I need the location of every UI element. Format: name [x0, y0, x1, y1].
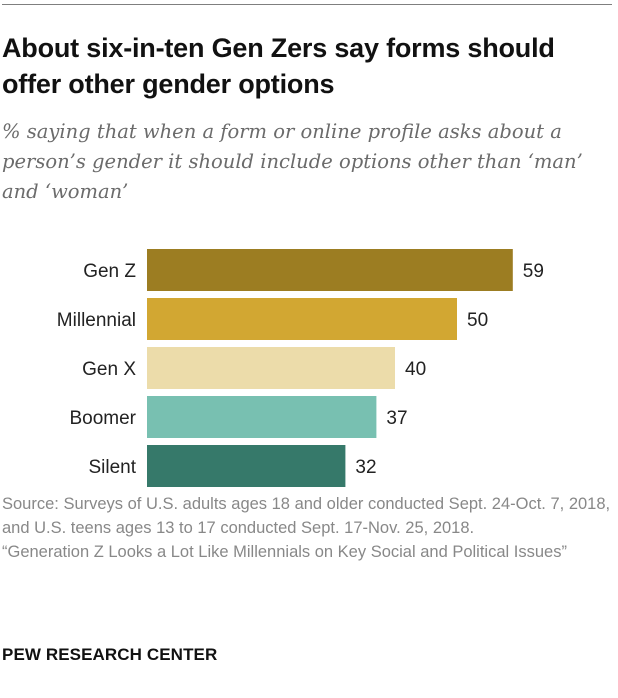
source-text: Source: Surveys of U.S. adults ages 18 a…	[2, 495, 611, 537]
category-label-gen-z: Gen Z	[83, 261, 136, 282]
bar-chart: Gen Z 59 Millennial 50 Gen X 40 Boomer 37 Silent…	[0, 238, 618, 488]
category-label-millennial: Millennial	[57, 310, 136, 331]
top-rule	[2, 4, 612, 5]
bar-gen-z	[147, 249, 513, 291]
source-note: Source: Surveys of U.S. adults ages 18 a…	[2, 492, 614, 564]
bar-millennial	[147, 298, 457, 340]
value-label-boomer: 37	[386, 408, 407, 429]
pew-logo: PEW RESEARCH CENTER	[2, 645, 218, 664]
value-label-millennial: 50	[467, 310, 488, 331]
value-label-silent: 32	[355, 457, 376, 478]
value-label-gen-z: 59	[523, 261, 544, 282]
bar-boomer	[147, 396, 377, 438]
bar-chart-svg: Gen Z 59 Millennial 50 Gen X 40 Boomer 37 Silent…	[57, 249, 544, 487]
chart-subtitle: % saying that when a form or online prof…	[2, 120, 583, 203]
value-label-gen-x: 40	[405, 359, 426, 380]
category-label-boomer: Boomer	[69, 408, 136, 429]
bar-gen-x	[147, 347, 395, 389]
report-title: “Generation Z Looks a Lot Like Millennia…	[2, 543, 567, 561]
bar-silent	[147, 445, 346, 487]
category-label-gen-x: Gen X	[82, 359, 136, 380]
chart-title: About six-in-ten Gen Zers say forms shou…	[2, 33, 555, 99]
category-label-silent: Silent	[88, 457, 136, 478]
